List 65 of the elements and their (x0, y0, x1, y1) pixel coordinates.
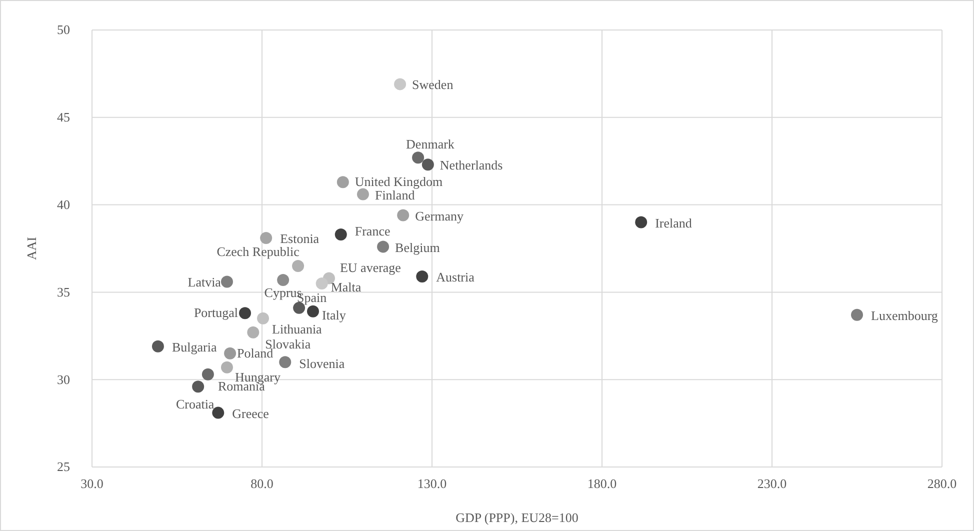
point (851, 308, 863, 321)
point (257, 312, 270, 324)
point (394, 78, 406, 90)
y-tick-label: 45 (57, 110, 70, 125)
point (220, 361, 233, 374)
annotation: Belgium (395, 240, 440, 255)
annotation: Luxembourg (871, 308, 938, 323)
point (422, 158, 434, 171)
annotation: Greece (232, 406, 270, 421)
point (635, 216, 648, 228)
point (292, 260, 304, 272)
annotation: Croatia (176, 396, 214, 412)
point (202, 368, 214, 380)
annotation: Sweden (412, 77, 454, 92)
annotation: Slovenia (299, 356, 345, 372)
x-tick-label: 280.0 (927, 476, 957, 492)
annotation: France (354, 224, 390, 239)
point (334, 228, 347, 241)
x-tick-label: 130.0 (417, 476, 447, 492)
annotation: Hungary (234, 369, 281, 384)
point (412, 152, 424, 164)
annotation: Italy (322, 307, 346, 322)
annotation: Portugal (194, 305, 238, 320)
annotation: Netherlands (440, 158, 503, 173)
y-tick-label: 50 (57, 22, 70, 38)
annotation: Finland (374, 187, 416, 202)
annotation: Lithuania (272, 321, 322, 336)
point (377, 240, 390, 253)
x-tick-label: 230.0 (757, 476, 787, 492)
annotation: Germany (415, 208, 464, 224)
point (192, 380, 204, 393)
y-tick-label: 30 (57, 372, 70, 387)
point (416, 270, 428, 282)
x-tick-label: 80.0 (250, 476, 274, 492)
point (247, 326, 260, 338)
point (220, 276, 233, 288)
point (212, 406, 224, 419)
annotation: Austria (436, 269, 475, 284)
point (336, 176, 349, 188)
x-tick-label: 30.0 (80, 476, 104, 492)
annotation: Malta (330, 279, 362, 294)
annotation: Ireland (655, 215, 692, 230)
x-axis-title: GDP (PPP), EU28=100 (456, 510, 578, 525)
point (356, 188, 369, 200)
y-tick-label: 25 (57, 459, 70, 474)
x-tick-label: 180.0 (587, 476, 617, 492)
point (397, 209, 410, 222)
annotation: Denmark (406, 136, 455, 152)
point (260, 232, 272, 244)
annotation: Bulgaria (172, 339, 217, 354)
annotation: EU average (340, 260, 402, 276)
point (224, 347, 236, 360)
point (277, 274, 290, 286)
y-axis-title: AAI (24, 236, 39, 260)
annotation: Czech Republic (216, 244, 300, 259)
point (316, 277, 328, 290)
y-tick-label: 35 (57, 284, 70, 300)
y-tick-label: 40 (57, 196, 70, 212)
annotation: United Kingdom (354, 174, 443, 190)
point (239, 307, 251, 320)
annotation: Latvia (188, 274, 222, 290)
point (152, 340, 164, 352)
point (279, 356, 292, 368)
annotation: Estonia (280, 231, 320, 246)
point (307, 305, 319, 318)
